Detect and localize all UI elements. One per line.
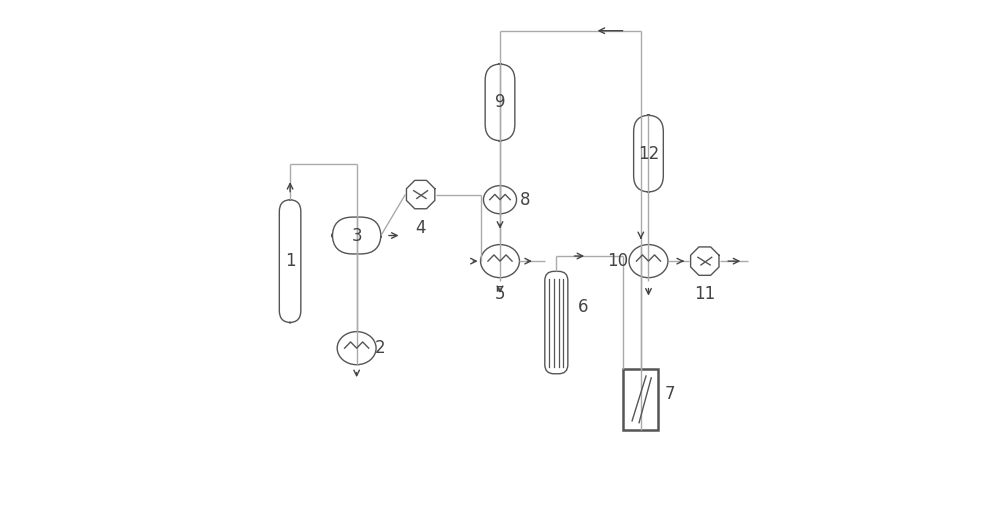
Text: 5: 5 — [495, 285, 505, 304]
Text: 3: 3 — [351, 226, 362, 245]
Text: 7: 7 — [664, 385, 675, 403]
Text: 11: 11 — [694, 285, 715, 304]
Text: 1: 1 — [285, 252, 295, 270]
Text: 8: 8 — [520, 190, 531, 209]
Text: 12: 12 — [638, 144, 659, 163]
Text: 4: 4 — [415, 219, 426, 237]
Text: 2: 2 — [375, 339, 386, 357]
Text: 10: 10 — [607, 252, 628, 270]
Text: 6: 6 — [578, 298, 588, 316]
Bar — [623, 369, 658, 430]
Text: 9: 9 — [495, 93, 505, 112]
